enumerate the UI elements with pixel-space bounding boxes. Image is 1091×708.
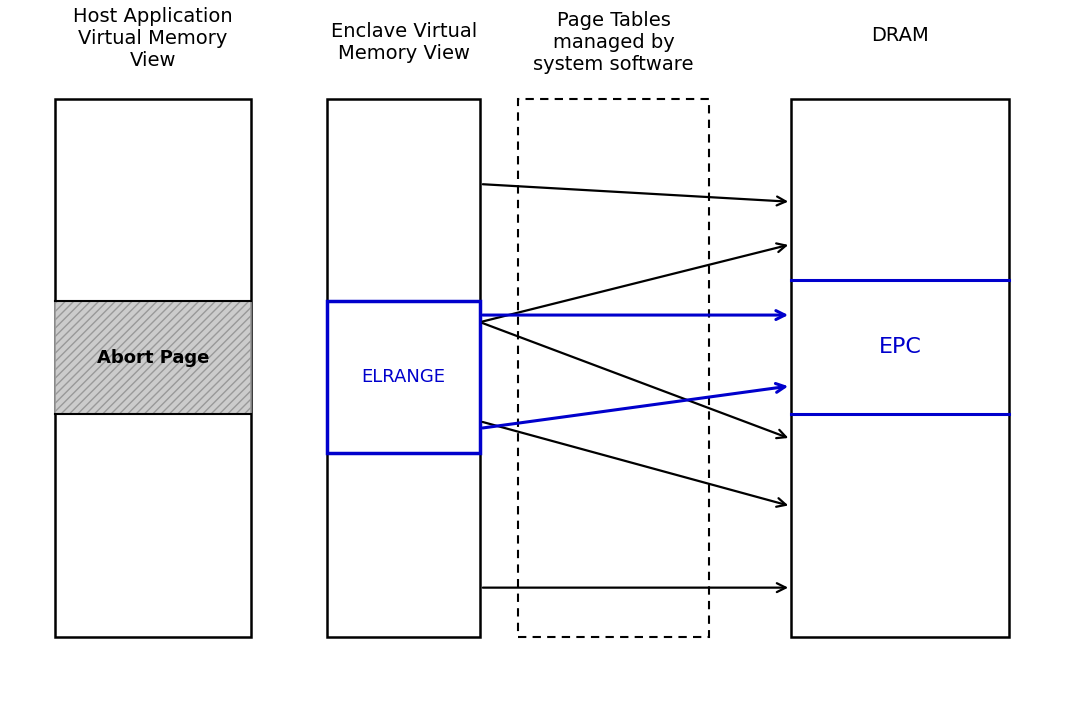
Bar	[55, 301, 251, 414]
Text: DRAM: DRAM	[872, 26, 928, 45]
Text: Page Tables
managed by
system software: Page Tables managed by system software	[533, 11, 694, 74]
Bar	[327, 301, 480, 453]
Text: Abort Page: Abort Page	[96, 348, 209, 367]
Text: EPC: EPC	[878, 337, 922, 357]
Bar	[791, 99, 1009, 637]
Bar	[518, 99, 709, 637]
Text: Host Application
Virtual Memory
View: Host Application Virtual Memory View	[73, 8, 232, 70]
Text: ELRANGE: ELRANGE	[362, 368, 445, 386]
Bar	[327, 99, 480, 637]
Text: Enclave Virtual
Memory View: Enclave Virtual Memory View	[331, 22, 477, 63]
Bar	[55, 99, 251, 637]
